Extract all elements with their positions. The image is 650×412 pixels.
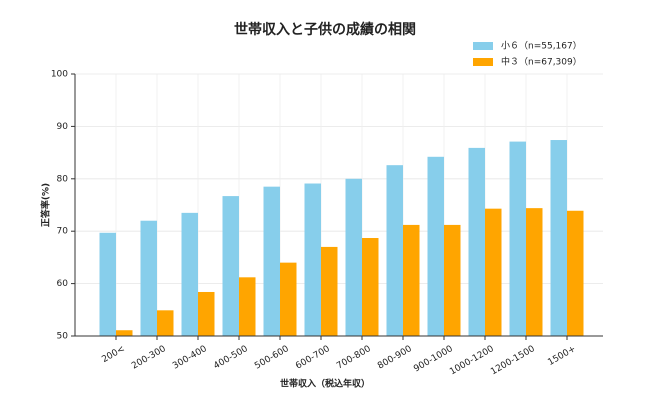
bar xyxy=(362,238,379,336)
legend-label: 中３（n=67,309） xyxy=(501,56,582,68)
x-tick-label: 1200-1500 xyxy=(489,344,537,377)
y-tick-label: 70 xyxy=(57,227,69,237)
bar xyxy=(280,262,297,336)
legend-label: 小６（n=55,167） xyxy=(501,41,582,52)
bar xyxy=(567,210,584,336)
chart-title: 世帯収入と子供の成績の相関 xyxy=(234,21,416,38)
x-tick-label: 200-300 xyxy=(130,344,168,372)
y-tick-label: 50 xyxy=(57,332,69,342)
y-tick-label: 100 xyxy=(51,70,68,80)
bar xyxy=(157,310,174,336)
bar xyxy=(444,224,461,336)
y-axis-label: 正答率(%) xyxy=(40,183,52,227)
x-tick-label: 1500+ xyxy=(546,344,577,368)
x-tick-label: 500-600 xyxy=(253,344,291,372)
x-tick-label: 600-700 xyxy=(294,344,332,372)
y-tick-label: 60 xyxy=(57,279,69,289)
y-tick-label: 80 xyxy=(57,174,69,184)
bar xyxy=(181,212,198,336)
bar xyxy=(485,208,502,336)
bar xyxy=(263,186,280,336)
bar xyxy=(509,141,526,336)
bar xyxy=(403,224,420,336)
bar xyxy=(550,140,567,336)
bar xyxy=(526,208,543,336)
bar xyxy=(304,183,321,336)
x-tick-label: 300-400 xyxy=(171,344,209,372)
x-tick-label: 800-900 xyxy=(376,344,414,372)
bar xyxy=(116,330,133,336)
bar xyxy=(386,165,403,336)
bar xyxy=(239,277,256,336)
legend-swatch xyxy=(473,42,493,50)
x-tick-label: 200< xyxy=(100,344,126,365)
bar xyxy=(468,147,485,336)
legend-swatch xyxy=(473,58,493,66)
bar xyxy=(198,291,215,336)
x-tick-label: 400-500 xyxy=(212,344,250,372)
bar xyxy=(427,156,444,336)
bar xyxy=(222,196,239,336)
x-tick-label: 700-800 xyxy=(335,344,373,372)
x-axis-label: 世帯収入（税込年収） xyxy=(280,378,370,390)
bar xyxy=(345,178,362,336)
y-tick-label: 90 xyxy=(57,122,69,132)
bar xyxy=(99,232,116,336)
bar xyxy=(140,220,157,336)
bar xyxy=(321,246,338,336)
x-tick-label: 1000-1200 xyxy=(448,344,496,377)
